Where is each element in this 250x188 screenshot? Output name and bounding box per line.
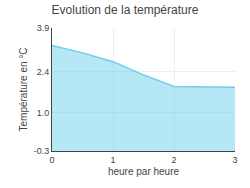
svg-text:-0.3: -0.3	[34, 146, 50, 156]
svg-text:Température en °C: Température en °C	[18, 47, 29, 131]
svg-text:2: 2	[171, 155, 176, 165]
svg-text:Evolution de la température: Evolution de la température	[52, 3, 199, 17]
svg-text:heure par heure: heure par heure	[108, 166, 180, 177]
svg-text:1: 1	[110, 155, 115, 165]
svg-text:0: 0	[49, 155, 54, 165]
svg-text:3.9: 3.9	[37, 23, 50, 33]
svg-text:3: 3	[232, 155, 237, 165]
svg-text:1.0: 1.0	[37, 108, 50, 118]
svg-text:2.4: 2.4	[37, 67, 50, 77]
